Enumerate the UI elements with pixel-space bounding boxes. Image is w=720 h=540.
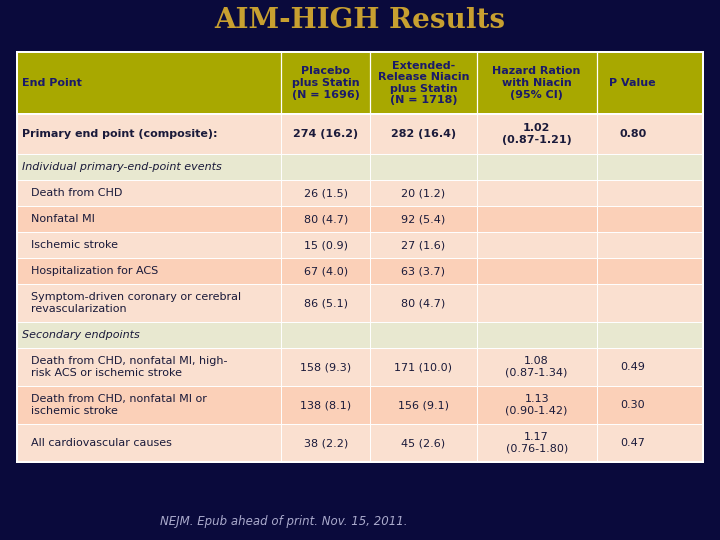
Text: Death from CHD, nonfatal MI or
ischemic stroke: Death from CHD, nonfatal MI or ischemic … [31,394,207,416]
Text: 1.17
(0.76-1.80): 1.17 (0.76-1.80) [505,432,568,454]
Bar [17,52,703,114]
Text: 86 (5.1): 86 (5.1) [304,298,348,308]
Text: P Value: P Value [609,78,656,88]
Text: All cardiovascular causes: All cardiovascular causes [31,438,172,448]
Text: NEJM. Epub ahead of print. Nov. 15, 2011.: NEJM. Epub ahead of print. Nov. 15, 2011… [160,516,408,529]
Text: Extended-
Release Niacin
plus Statin
(N = 1718): Extended- Release Niacin plus Statin (N … [378,60,469,105]
Bar [17,386,703,424]
Text: Hospitalization for ACS: Hospitalization for ACS [31,266,158,276]
Text: 0.30: 0.30 [621,400,645,410]
Text: 171 (10.0): 171 (10.0) [395,362,452,372]
Text: 80 (4.7): 80 (4.7) [304,214,348,224]
Bar [17,114,703,154]
Bar [17,232,703,258]
Bar [17,348,703,386]
Text: Placebo
plus Statin
(N = 1696): Placebo plus Statin (N = 1696) [292,66,359,99]
Text: 92 (5.4): 92 (5.4) [401,214,446,224]
Text: End Point: End Point [22,78,82,88]
Text: 27 (1.6): 27 (1.6) [401,240,446,250]
Text: Secondary endpoints: Secondary endpoints [22,330,140,340]
Text: 156 (9.1): 156 (9.1) [398,400,449,410]
Text: 1.13
(0.90-1.42): 1.13 (0.90-1.42) [505,394,568,416]
Text: 80 (4.7): 80 (4.7) [401,298,446,308]
Text: Individual primary-end-point events: Individual primary-end-point events [22,162,222,172]
Text: 158 (9.3): 158 (9.3) [300,362,351,372]
Bar [17,284,703,322]
Text: Primary end point (composite):: Primary end point (composite): [22,129,217,139]
Bar [17,180,703,206]
Text: Hazard Ration
with Niacin
(95% CI): Hazard Ration with Niacin (95% CI) [492,66,581,99]
Bar [17,258,703,284]
Text: 38 (2.2): 38 (2.2) [304,438,348,448]
Text: 282 (16.4): 282 (16.4) [391,129,456,139]
Bar [17,424,703,462]
Text: 63 (3.7): 63 (3.7) [402,266,446,276]
Text: Ischemic stroke: Ischemic stroke [31,240,118,250]
Text: AIM-HIGH Results: AIM-HIGH Results [215,6,505,33]
Text: 1.02
(0.87-1.21): 1.02 (0.87-1.21) [502,123,572,145]
Bar [17,206,703,232]
Text: Symptom-driven coronary or cerebral
revascularization: Symptom-driven coronary or cerebral reva… [31,292,241,314]
Text: 0.49: 0.49 [620,362,645,372]
Text: 138 (8.1): 138 (8.1) [300,400,351,410]
Text: Nonfatal MI: Nonfatal MI [31,214,95,224]
Bar [17,154,703,180]
Text: 26 (1.5): 26 (1.5) [304,188,348,198]
Text: 274 (16.2): 274 (16.2) [293,129,359,139]
Text: 0.80: 0.80 [619,129,647,139]
Text: 67 (4.0): 67 (4.0) [304,266,348,276]
Bar [17,322,703,348]
Text: 15 (0.9): 15 (0.9) [304,240,348,250]
Text: 45 (2.6): 45 (2.6) [401,438,446,448]
Text: 0.47: 0.47 [620,438,645,448]
Text: 20 (1.2): 20 (1.2) [401,188,446,198]
Text: 1.08
(0.87-1.34): 1.08 (0.87-1.34) [505,356,568,378]
Text: Death from CHD, nonfatal MI, high-
risk ACS or ischemic stroke: Death from CHD, nonfatal MI, high- risk … [31,356,228,378]
Text: Death from CHD: Death from CHD [31,188,122,198]
